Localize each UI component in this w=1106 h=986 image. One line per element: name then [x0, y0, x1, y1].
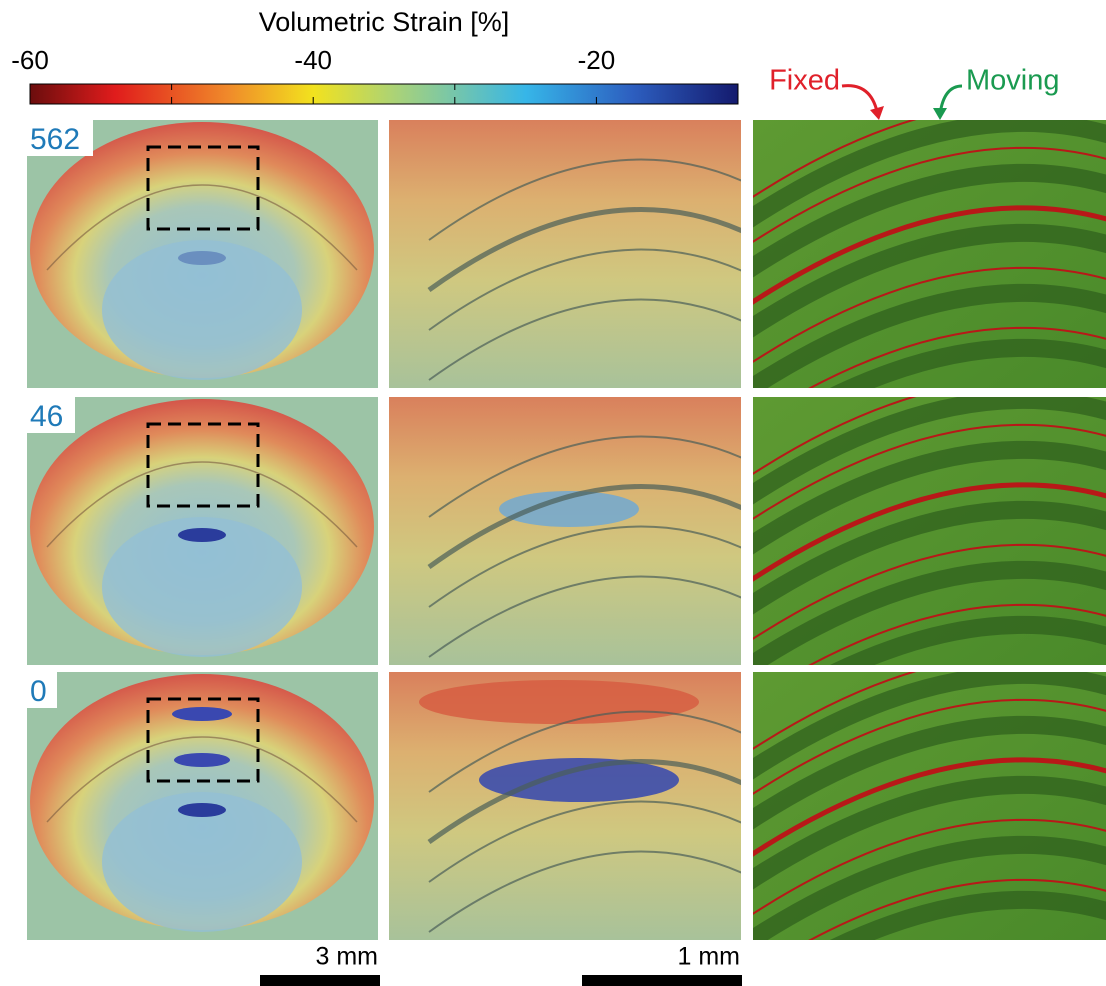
- row-label: 0: [30, 675, 47, 708]
- colorbar: [30, 84, 738, 104]
- moving-arrowhead: [933, 108, 947, 120]
- fixed-arrowhead: [870, 106, 884, 120]
- body: Volumetric Strain [%] Fixed Moving 562 46…: [0, 0, 1106, 986]
- colorbar-tick-label: -60: [11, 45, 49, 75]
- colorbar-tick-label: -40: [294, 45, 332, 75]
- image-panel: [27, 397, 378, 665]
- image-panel: [27, 672, 378, 940]
- scale-bar: [582, 975, 742, 986]
- fixed-label: Fixed: [769, 65, 840, 97]
- image-panel: [733, 655, 1106, 986]
- blue-spot: [178, 528, 226, 542]
- panels: 562 46 0: [27, 103, 1106, 986]
- row-label: 562: [30, 123, 80, 156]
- page: {"colorbar": {"title": "Volumetric Strai…: [0, 0, 1106, 986]
- blue-spot: [172, 707, 232, 721]
- figure: Volumetric Strain [%] Fixed Moving 562 46…: [0, 0, 1106, 986]
- image-panel: [389, 672, 761, 940]
- image-panel: [389, 397, 761, 665]
- blue-spot: [174, 753, 230, 767]
- scale-bar: [260, 975, 380, 986]
- image-panel: [27, 120, 378, 388]
- blue-spot: [178, 803, 226, 817]
- scale-bar-label: 1 mm: [678, 943, 741, 971]
- row-label: 46: [30, 400, 63, 433]
- colorbar-tick-label: -20: [578, 45, 616, 75]
- moving-label: Moving: [966, 65, 1060, 97]
- red-region: [419, 680, 699, 724]
- blue-spot: [178, 251, 226, 265]
- image-panel: [389, 120, 761, 388]
- scale-bar-label: 3 mm: [316, 943, 379, 971]
- colorbar-title: Volumetric Strain [%]: [259, 7, 510, 37]
